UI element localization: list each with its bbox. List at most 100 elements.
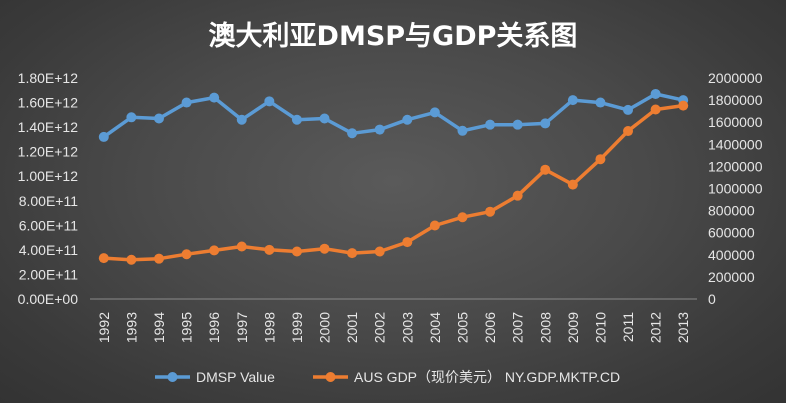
chart-title: 澳大利亚DMSP与GDP关系图	[209, 21, 578, 52]
x-axis-tick-label: 2009	[565, 312, 581, 343]
legend-marker-dmsp	[167, 372, 178, 382]
series-1-point	[98, 253, 109, 264]
series-1-point	[236, 241, 247, 252]
series-0-point	[457, 125, 468, 136]
x-axis-tick-label: 1999	[289, 312, 305, 343]
series-0-point	[319, 113, 330, 124]
series-0-point	[650, 88, 661, 99]
right-axis-tick-label: 600000	[708, 225, 755, 241]
x-axis-tick-label: 1997	[234, 312, 250, 343]
x-axis-tick-label: 2012	[648, 312, 664, 343]
left-axis-tick-label: 0.00E+00	[18, 291, 79, 307]
x-axis-tick-label: 2004	[427, 312, 443, 343]
series-1-point	[650, 104, 661, 115]
series-1-point	[402, 237, 413, 248]
x-axis-tick-label: 2000	[317, 312, 333, 343]
right-axis-tick-label: 0	[708, 291, 716, 307]
series-0-point	[98, 131, 109, 142]
series-1-point	[512, 190, 523, 201]
legend-label-gdp: AUS GDP（现价美元） NY.GDP.MKTP.CD	[354, 369, 620, 385]
left-axis-tick-label: 4.00E+11	[19, 242, 79, 258]
x-axis-tick-label: 2007	[510, 312, 526, 343]
legend-label-dmsp: DMSP Value	[196, 369, 275, 385]
x-axis-tick-label: 2003	[399, 312, 415, 343]
x-axis-tick-label: 2008	[537, 312, 553, 343]
x-axis-tick-label: 2005	[454, 312, 470, 343]
right-axis-tick-label: 200000	[708, 269, 755, 285]
x-axis-tick-label: 1992	[96, 312, 112, 343]
series-line-0	[102, 92, 685, 139]
x-axis: 1992 1993 1994 1995 1996 1997 1998 1999 2000 2001…	[90, 298, 697, 343]
series-0-point	[540, 118, 551, 129]
series-1-point	[567, 179, 578, 190]
left-axis-tick-label: 1.20E+12	[18, 144, 79, 160]
series-0-point	[181, 97, 192, 108]
series-1-point	[264, 244, 275, 255]
series-1-point	[291, 246, 302, 257]
right-axis-tick-label: 1200000	[708, 158, 763, 174]
x-axis-tick-label: 2006	[482, 312, 498, 343]
x-axis-tick-label: 1995	[179, 312, 195, 343]
series-0-point	[567, 95, 578, 106]
series-0-point	[374, 124, 385, 135]
series-1-point	[540, 164, 551, 175]
series-0-point	[264, 96, 275, 107]
x-axis-tick-label: 1993	[123, 312, 139, 343]
series-1-point	[429, 220, 440, 231]
right-axis-tick-label: 1000000	[708, 181, 763, 197]
right-axis-tick-label: 2000000	[708, 70, 763, 86]
series-1-point	[485, 206, 496, 217]
left-axis-tick-label: 2.00E+11	[19, 266, 79, 282]
x-axis-tick-label: 2010	[592, 312, 608, 343]
series-1-point	[347, 248, 358, 259]
series-0-point	[623, 104, 634, 115]
series-0-point	[236, 114, 247, 125]
series-0-point	[402, 114, 413, 125]
series-1-point	[678, 100, 689, 111]
right-axis-tick-label: 1600000	[708, 114, 763, 130]
series-layer	[98, 88, 689, 265]
x-axis-tick-label: 2002	[372, 312, 388, 343]
left-axis-tick-label: 1.00E+12	[18, 168, 79, 184]
series-1-point	[209, 245, 220, 256]
series-1-point	[126, 254, 137, 265]
series-0-point	[595, 97, 606, 108]
series-0-point	[429, 107, 440, 118]
legend-marker-gdp	[325, 372, 336, 382]
series-0-point	[126, 112, 137, 123]
series-1-point	[595, 154, 606, 165]
series-0-point	[153, 113, 164, 124]
x-axis-tick-label: 2011	[620, 312, 636, 342]
series-1-point	[374, 246, 385, 257]
series-line-1	[102, 103, 685, 262]
left-axis-tick-label: 6.00E+11	[19, 217, 79, 233]
left-axis-tick-label: 1.40E+12	[18, 119, 79, 135]
series-1-point	[623, 126, 634, 137]
series-0-point	[209, 92, 220, 103]
right-y-axis: 0 200000 400000 600000 800000 1000000 1200000 1…	[708, 70, 763, 307]
x-axis-tick-label: 1996	[206, 312, 222, 343]
series-1-point	[181, 249, 192, 260]
x-axis-tick-label: 1994	[151, 312, 167, 343]
x-axis-tick-label: 2001	[344, 312, 360, 343]
left-y-axis: 0.00E+00 2.00E+11 4.00E+11 6.00E+11 8.00E+11…	[18, 70, 79, 307]
left-axis-tick-label: 8.00E+11	[19, 193, 79, 209]
right-axis-tick-label: 1800000	[708, 92, 763, 108]
right-axis-tick-label: 400000	[708, 247, 755, 263]
series-1-point	[457, 212, 468, 223]
left-axis-tick-label: 1.60E+12	[18, 95, 79, 111]
right-axis-tick-label: 1400000	[708, 136, 763, 152]
series-0-point	[347, 128, 358, 139]
series-1-point	[319, 243, 330, 254]
x-axis-tick-label: 1998	[261, 312, 277, 343]
legend: DMSP Value AUS GDP（现价美元） NY.GDP.MKTP.CD	[155, 369, 620, 385]
series-1-point	[153, 253, 164, 264]
series-0-point	[291, 114, 302, 125]
series-0-point	[512, 119, 523, 130]
x-axis-tick-label: 2013	[675, 312, 691, 343]
series-0-point	[485, 119, 496, 130]
right-axis-tick-label: 800000	[708, 203, 755, 219]
left-axis-tick-label: 1.80E+12	[18, 70, 79, 86]
